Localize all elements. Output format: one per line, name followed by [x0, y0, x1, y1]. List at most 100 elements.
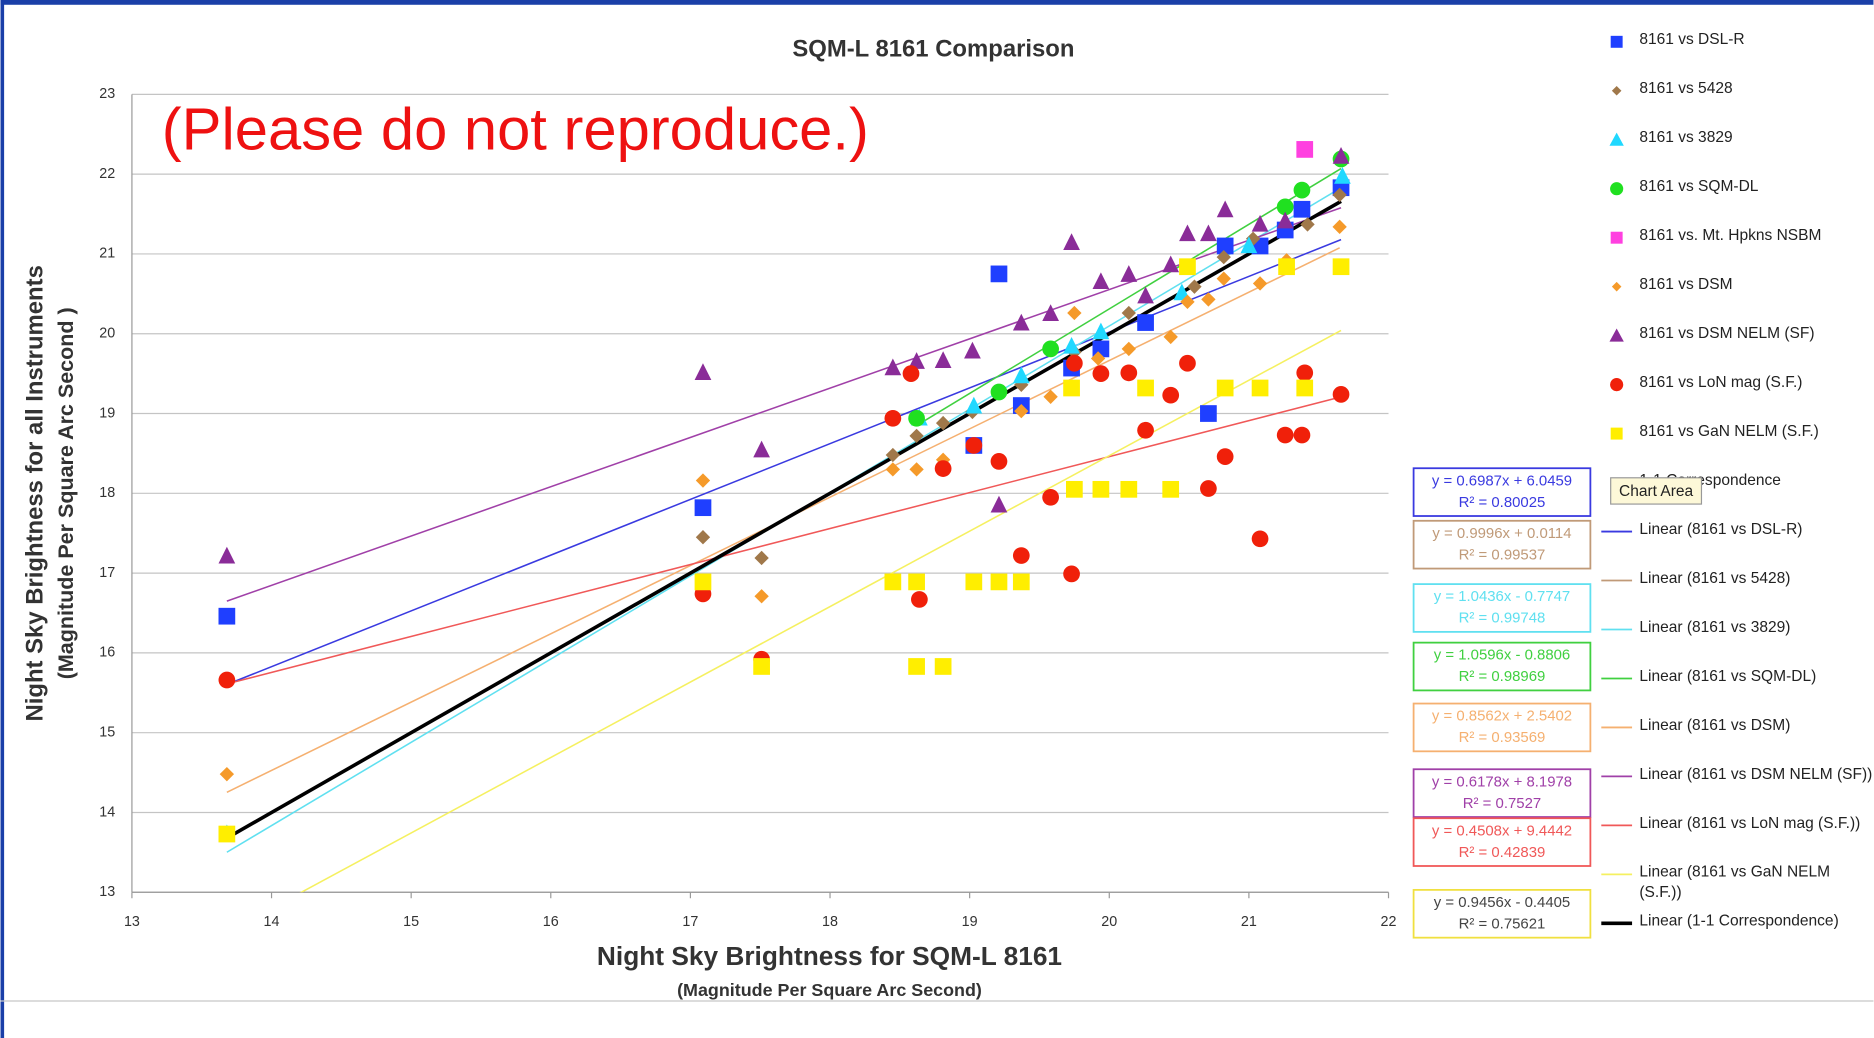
marker-square — [218, 607, 236, 625]
marker-diamond — [885, 447, 901, 463]
tooltip-box — [1610, 477, 1703, 505]
trendline-equation: y = 1.0436x - 0.7747 — [1434, 588, 1570, 605]
legend-line — [1601, 677, 1633, 680]
marker-diamond — [909, 428, 924, 444]
marker-square — [908, 658, 925, 675]
trendline — [916, 167, 1342, 427]
legend-label: 8161 vs LoN mag (S.F.) — [1639, 372, 1803, 391]
legend-swatch — [1601, 567, 1633, 591]
marker-circle — [1042, 488, 1059, 506]
marker-triangle — [1137, 286, 1154, 304]
equation-box — [1412, 768, 1592, 818]
marker-circle — [990, 453, 1008, 470]
legend-label: Linear (8161 vs 3829) — [1639, 617, 1791, 636]
legend-swatch — [1601, 910, 1633, 934]
marker-square — [753, 658, 770, 675]
legend-label: Linear (8161 vs DSL-R) — [1639, 519, 1803, 538]
marker-diamond — [1067, 305, 1082, 321]
marker-diamond — [695, 473, 711, 488]
marker-square — [1137, 379, 1154, 397]
marker-circle — [1012, 547, 1030, 564]
trendline-equation: y = 0.9996x + 0.0114 — [1432, 525, 1571, 542]
y-tick-label: 23 — [99, 86, 115, 102]
marker-circle — [1179, 354, 1196, 372]
x-tick-label: 18 — [822, 914, 838, 930]
marker-diamond — [1201, 292, 1216, 307]
marker-triangle — [1200, 224, 1217, 242]
marker-diamond — [1014, 403, 1029, 419]
equation-box — [1412, 641, 1592, 692]
trendline — [226, 396, 1342, 685]
marker-square — [1162, 480, 1180, 498]
trendlines — [225, 167, 1343, 893]
marker-square — [1137, 314, 1154, 331]
marker-circle — [934, 460, 952, 477]
marker-triangle — [884, 358, 902, 376]
marker-triangle — [1173, 283, 1191, 301]
marker-diamond — [1121, 305, 1136, 321]
y-tick-label: 19 — [99, 405, 115, 421]
equation-box — [1412, 817, 1592, 867]
marker-square — [1063, 379, 1080, 397]
marker-triangle — [1251, 214, 1269, 232]
marker-circle — [1120, 364, 1138, 382]
marker-triangle — [1063, 336, 1080, 354]
legend-item: 8161 vs DSL-R — [1601, 29, 1873, 78]
marker-triangle — [1042, 304, 1059, 321]
marker-square — [1332, 258, 1350, 276]
marker-diamond — [1216, 249, 1231, 265]
marker-diamond — [935, 415, 951, 431]
chart-title: SQM-L 8161 Comparison — [792, 35, 1074, 62]
marker-square — [1278, 258, 1295, 276]
legend-swatch — [1601, 274, 1632, 298]
x-tick-label: 13 — [124, 914, 140, 930]
marker-triangle — [1332, 147, 1350, 164]
marker-diamond — [1332, 219, 1347, 234]
marker-triangle — [934, 351, 952, 369]
legend-line — [1601, 921, 1633, 926]
legend-item: 8161 vs SQM-DL — [1601, 176, 1873, 225]
trendline-r2: R² = 0.7527 — [1463, 795, 1541, 812]
marker-circle — [1137, 421, 1154, 439]
marker-triangle — [1092, 322, 1110, 340]
marker-circle — [1251, 530, 1269, 548]
x-tick-label: 14 — [264, 914, 280, 930]
y-tick-label: 20 — [99, 326, 115, 342]
marker-circle — [1332, 386, 1350, 403]
marker-triangle — [1276, 211, 1294, 229]
marker-square — [1179, 258, 1196, 276]
legend-label: 8161 vs SQM-DL — [1639, 176, 1759, 195]
legend-label: Linear (1-1 Correspondence) — [1639, 911, 1839, 930]
legend-item: 8161 vs DSM — [1601, 274, 1873, 323]
marker-diamond — [695, 530, 711, 545]
y-tick-label: 14 — [99, 804, 115, 820]
legend-item: Linear (8161 vs LoN mag (S.F.)) — [1601, 812, 1873, 861]
marker-circle — [1293, 426, 1311, 444]
legend-label: Linear (8161 vs SQM-DL) — [1639, 666, 1817, 685]
legend-item: Linear (8161 vs SQM-DL) — [1601, 665, 1873, 714]
legend-swatch — [1601, 127, 1632, 151]
trendline — [226, 206, 1342, 602]
marker-square — [1200, 405, 1217, 422]
x-tick-label: 22 — [1381, 914, 1397, 930]
legend-item: 8161 vs LoN mag (S.F.) — [1601, 371, 1873, 420]
marker-circle — [902, 365, 920, 382]
legend-marker — [1610, 427, 1623, 440]
legend-item: Linear (8161 vs 5428) — [1601, 567, 1873, 616]
legend-line — [1601, 824, 1633, 827]
legend-line — [1601, 873, 1633, 876]
marker-square — [1296, 379, 1314, 397]
marker-triangle — [1012, 313, 1030, 331]
marker-triangle — [1240, 236, 1258, 254]
trendline-r2: R² = 0.42839 — [1459, 844, 1546, 861]
marker-circle — [1162, 386, 1180, 404]
legend-marker — [1611, 86, 1622, 96]
marker-square — [1216, 237, 1234, 255]
marker-triangle — [1063, 233, 1080, 250]
marker-triangle — [1092, 272, 1110, 290]
legend-label: 8161 vs 3829 — [1639, 127, 1733, 146]
marker-circle — [1296, 364, 1314, 382]
marker-triangle — [965, 396, 983, 414]
plot-area: 13 14 15 16 17 18 19 20 21 22 23 13 14 15 16 17 18 19 20 21… — [99, 86, 1592, 939]
tooltip: Chart Area — [1619, 483, 1694, 500]
